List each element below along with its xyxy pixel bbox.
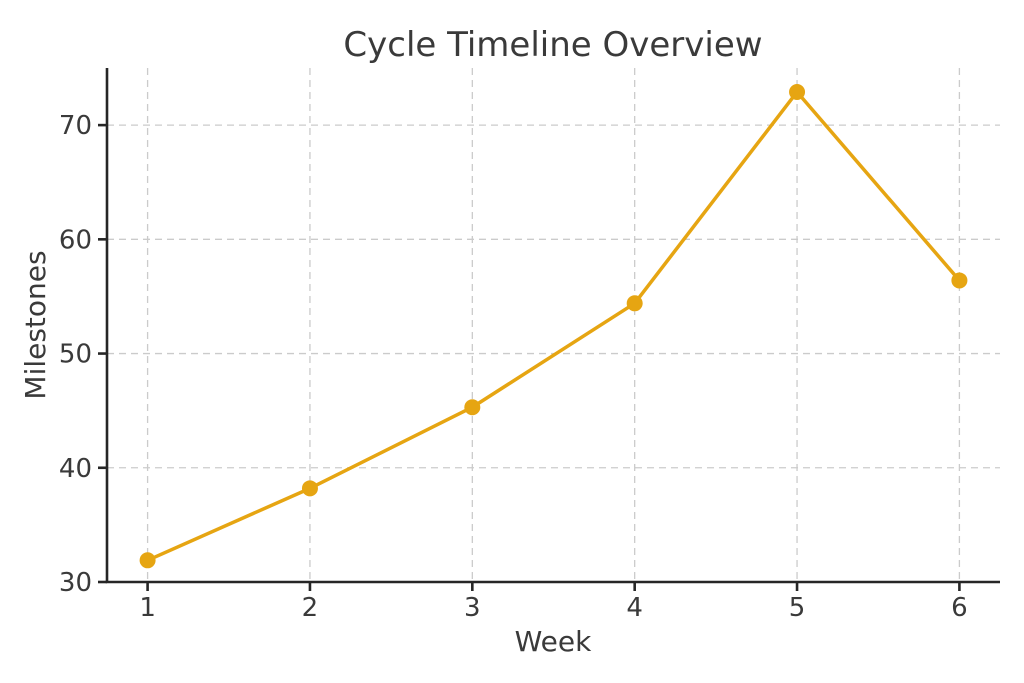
x-tick-label: 4 bbox=[626, 593, 643, 623]
series-line bbox=[145, 90, 962, 563]
y-tick-label: 30 bbox=[59, 568, 92, 598]
series-layer bbox=[139, 83, 968, 569]
data-point-marker bbox=[789, 83, 806, 100]
x-tick-label: 6 bbox=[951, 593, 968, 623]
y-tick-label: 40 bbox=[59, 454, 92, 484]
x-tick-label: 5 bbox=[789, 593, 806, 623]
x-tick-label: 2 bbox=[302, 593, 319, 623]
data-point-marker bbox=[626, 295, 643, 312]
grid-layer bbox=[107, 68, 1000, 583]
y-tick-label: 70 bbox=[59, 111, 92, 141]
y-axis-label: Milestones bbox=[19, 250, 52, 399]
x-tick-label: 3 bbox=[464, 593, 481, 623]
data-point-marker bbox=[301, 480, 318, 497]
y-tick-label: 60 bbox=[59, 225, 92, 255]
x-tick-label: 1 bbox=[139, 593, 156, 623]
axes-spines bbox=[105, 68, 1000, 584]
tick-layer: 30 40 50 60 70 1 2 3 4 5 6 bbox=[59, 111, 968, 623]
x-axis-label: Week bbox=[515, 625, 592, 658]
y-tick-label: 50 bbox=[59, 340, 92, 370]
data-point-marker bbox=[951, 272, 968, 289]
chart-title: Cycle Timeline Overview bbox=[343, 25, 762, 65]
data-point-marker bbox=[464, 399, 481, 416]
data-point-marker bbox=[139, 552, 156, 569]
